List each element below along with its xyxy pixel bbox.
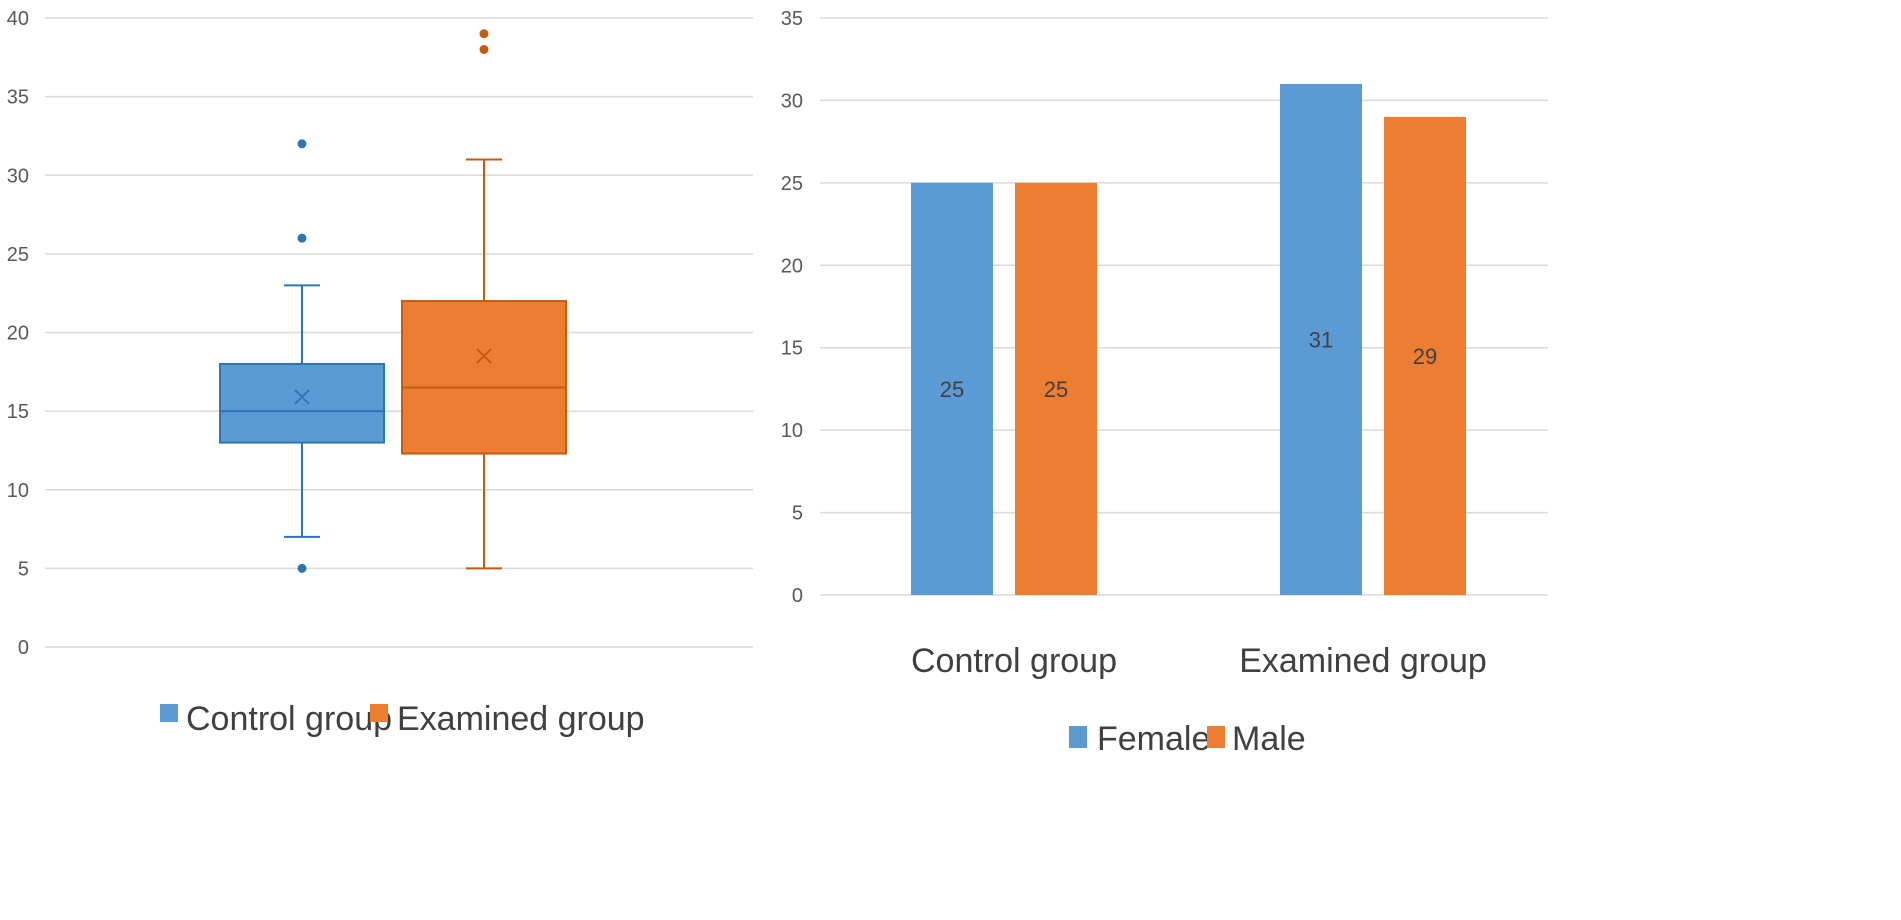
iqr-box bbox=[401, 300, 567, 455]
y-tick-label: 5 bbox=[18, 558, 29, 580]
data-label-male-control: 25 bbox=[1044, 377, 1068, 402]
y-tick-label: 35 bbox=[7, 87, 29, 109]
box-series-control bbox=[219, 139, 385, 573]
bar-male-examined bbox=[1384, 116, 1466, 596]
y-tick-label: 15 bbox=[781, 338, 803, 360]
legend-swatch-female bbox=[1069, 726, 1087, 748]
y-tick-label: 0 bbox=[18, 637, 29, 659]
y-tick-label: 5 bbox=[792, 503, 803, 525]
box-plot-chart: 0 5 10 15 20 25 30 35 40 Control group Examined … bbox=[7, 8, 753, 738]
y-tick-label: 35 bbox=[781, 8, 803, 30]
x-category-examined: Examined group bbox=[1239, 642, 1487, 680]
y-tick-label: 10 bbox=[7, 480, 29, 502]
legend-swatch-examined bbox=[370, 704, 388, 722]
bar-chart-legend: Female Male bbox=[1069, 720, 1306, 758]
bar-female-control bbox=[911, 182, 993, 595]
y-tick-label: 20 bbox=[781, 255, 803, 277]
mean-marker bbox=[294, 389, 310, 405]
y-tick-label: 0 bbox=[792, 585, 803, 607]
y-tick-label: 10 bbox=[781, 420, 803, 442]
bar-male-control bbox=[1015, 182, 1097, 595]
y-tick-label: 20 bbox=[7, 323, 29, 345]
mean-marker bbox=[476, 348, 492, 364]
y-tick-label: 30 bbox=[7, 165, 29, 187]
y-tick-label: 25 bbox=[781, 173, 803, 195]
outlier-point bbox=[297, 563, 307, 573]
data-label-female-examined: 31 bbox=[1309, 327, 1333, 352]
data-label-female-control: 25 bbox=[940, 377, 964, 402]
y-tick-label: 40 bbox=[7, 8, 29, 30]
bar-chart: 0 5 10 15 20 25 30 35 25 31 25 29 Control group Ex… bbox=[781, 8, 1548, 758]
data-label-male-examined: 29 bbox=[1413, 344, 1437, 369]
outlier-point bbox=[297, 233, 307, 243]
y-tick-label: 25 bbox=[7, 244, 29, 266]
legend-swatch-control bbox=[160, 704, 178, 722]
legend-label-female: Female bbox=[1097, 720, 1210, 758]
legend-label-male: Male bbox=[1232, 720, 1306, 758]
box-plot-legend: Control group Examined group bbox=[160, 700, 645, 738]
outlier-point bbox=[479, 29, 489, 39]
legend-swatch-male bbox=[1207, 726, 1225, 748]
legend-label-examined: Examined group bbox=[397, 700, 645, 738]
y-tick-label: 30 bbox=[781, 90, 803, 112]
outlier-point bbox=[479, 44, 489, 54]
bar-female-examined bbox=[1280, 83, 1362, 595]
iqr-box bbox=[219, 362, 385, 444]
outlier-point bbox=[297, 139, 307, 149]
x-category-control: Control group bbox=[911, 642, 1117, 680]
legend-label-control: Control group bbox=[186, 700, 392, 738]
y-tick-label: 15 bbox=[7, 401, 29, 423]
box-series-examined bbox=[401, 29, 567, 570]
